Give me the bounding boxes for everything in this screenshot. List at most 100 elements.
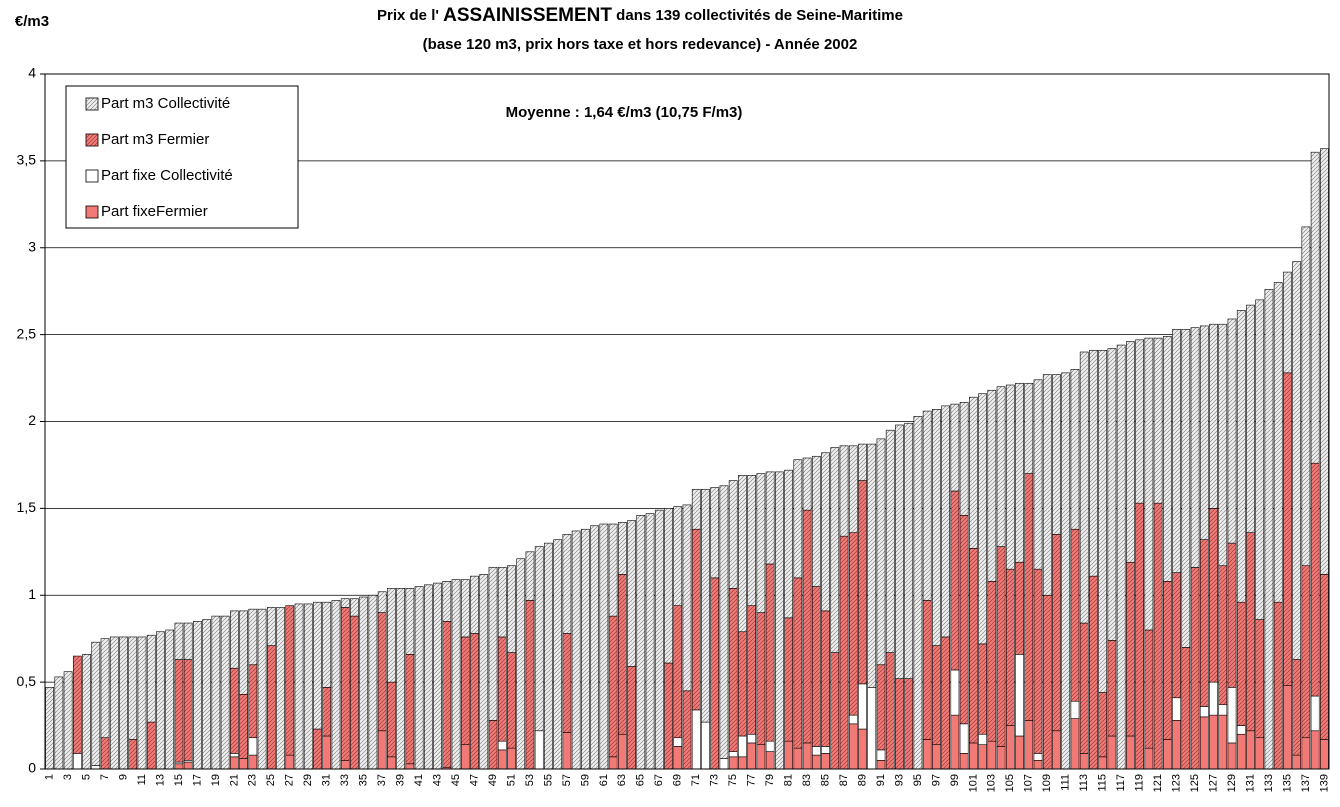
bar-segment	[747, 733, 757, 744]
bar-segment	[664, 662, 673, 770]
bar-segment	[673, 737, 683, 747]
bar-segment	[1209, 714, 1218, 770]
x-tick-label: 41	[413, 774, 425, 786]
x-tick-label: 77	[746, 774, 758, 786]
bar-segment	[230, 610, 239, 669]
bar-segment	[1246, 304, 1255, 533]
bar-segment	[1273, 601, 1283, 770]
bar-segment	[959, 402, 969, 516]
bar-segment	[174, 659, 184, 763]
bar-segment	[285, 605, 295, 756]
bar-segment	[1033, 753, 1043, 761]
bar-segment	[63, 671, 73, 770]
x-tick-label: 129	[1226, 774, 1238, 792]
bar-segment	[811, 754, 821, 770]
bar-segment	[710, 487, 720, 579]
bar-segment	[747, 475, 757, 606]
bar-segment	[442, 581, 452, 622]
x-tick-label: 137	[1300, 774, 1312, 792]
bar-segment	[340, 598, 350, 608]
x-tick-label: 5	[80, 774, 92, 780]
bar-segment	[239, 610, 248, 695]
bar-segment	[682, 690, 692, 770]
bar-segment	[248, 664, 258, 739]
bar-segment	[230, 756, 239, 770]
bar-segment	[996, 746, 1006, 770]
legend-swatch	[85, 133, 99, 147]
bar-segment	[950, 669, 960, 716]
bar-segment	[1310, 695, 1320, 732]
bar-segment	[423, 584, 433, 770]
bar-segment	[1301, 565, 1311, 739]
bar-segment	[691, 709, 701, 770]
x-tick-label: 51	[505, 774, 517, 786]
bar-segment	[239, 758, 248, 770]
bar-segment	[1144, 337, 1154, 631]
bar-segment	[1172, 572, 1181, 699]
bar-segment	[1033, 379, 1043, 570]
bar-segment	[387, 756, 396, 770]
bar-segment	[1264, 289, 1274, 770]
bar-segment	[848, 723, 858, 770]
bar-segment	[239, 693, 248, 759]
bar-segment	[1320, 148, 1329, 575]
legend: Part m3 Collectivité Part m3 Fermier Part …	[65, 85, 299, 229]
bar-segment	[1005, 384, 1015, 570]
bar-segment	[534, 730, 544, 770]
bar-segment	[1126, 735, 1135, 770]
bar-segment	[839, 535, 849, 770]
bar-segment	[710, 577, 720, 770]
x-tick-label: 71	[690, 774, 702, 786]
bar-segment	[1181, 647, 1191, 770]
x-tick-label: 91	[875, 774, 887, 786]
bar-segment	[1255, 299, 1265, 620]
legend-swatch	[85, 97, 99, 111]
bar-segment	[701, 488, 710, 723]
bar-segment	[230, 753, 239, 758]
bar-segment	[460, 636, 470, 745]
bar-segment	[1089, 575, 1098, 770]
y-tick-label: 3	[28, 238, 36, 254]
bar-segment	[128, 739, 138, 770]
bar-segment	[756, 473, 766, 613]
bar-segment	[359, 596, 369, 770]
bar-segment	[1320, 739, 1329, 770]
x-tick-label: 69	[672, 774, 684, 786]
bar-segment	[1218, 565, 1228, 706]
bar-segment	[904, 422, 914, 679]
bar-segment	[756, 612, 766, 745]
bar-segment	[932, 645, 941, 745]
bar-segment	[1190, 327, 1200, 568]
bar-segment	[1116, 344, 1126, 770]
bar-segment	[1061, 372, 1071, 770]
bar-segment	[627, 520, 636, 667]
bar-segment	[968, 396, 978, 549]
bar-segment	[802, 457, 812, 511]
y-tick-label: 1	[28, 586, 36, 602]
bar-segment	[1070, 700, 1080, 719]
x-tick-label: 113	[1078, 774, 1090, 792]
bar-segment	[978, 643, 987, 735]
x-tick-label: 127	[1207, 774, 1219, 792]
bar-segment	[1292, 261, 1302, 660]
bar-segment	[608, 523, 618, 617]
bar-segment	[913, 415, 923, 770]
bar-segment	[1283, 685, 1292, 770]
bar-segment	[922, 739, 932, 770]
bar-segment	[340, 607, 350, 761]
bar-segment	[1015, 382, 1024, 563]
bar-segment	[1310, 151, 1320, 464]
bar-segment	[885, 429, 895, 653]
bar-segment	[1218, 323, 1228, 567]
bar-segment	[1236, 725, 1246, 735]
bar-segment	[876, 760, 886, 770]
x-tick-label: 131	[1244, 774, 1256, 792]
bar-segment	[257, 608, 267, 770]
bar-segment	[941, 636, 951, 770]
bar-segment	[488, 567, 498, 721]
bar-segment	[1042, 374, 1052, 596]
bar-segment	[544, 542, 553, 770]
bar-segment	[109, 636, 119, 770]
chart-subtitle: (base 120 m3, prix hors taxe et hors red…	[423, 36, 858, 53]
bar-segment	[91, 641, 101, 766]
